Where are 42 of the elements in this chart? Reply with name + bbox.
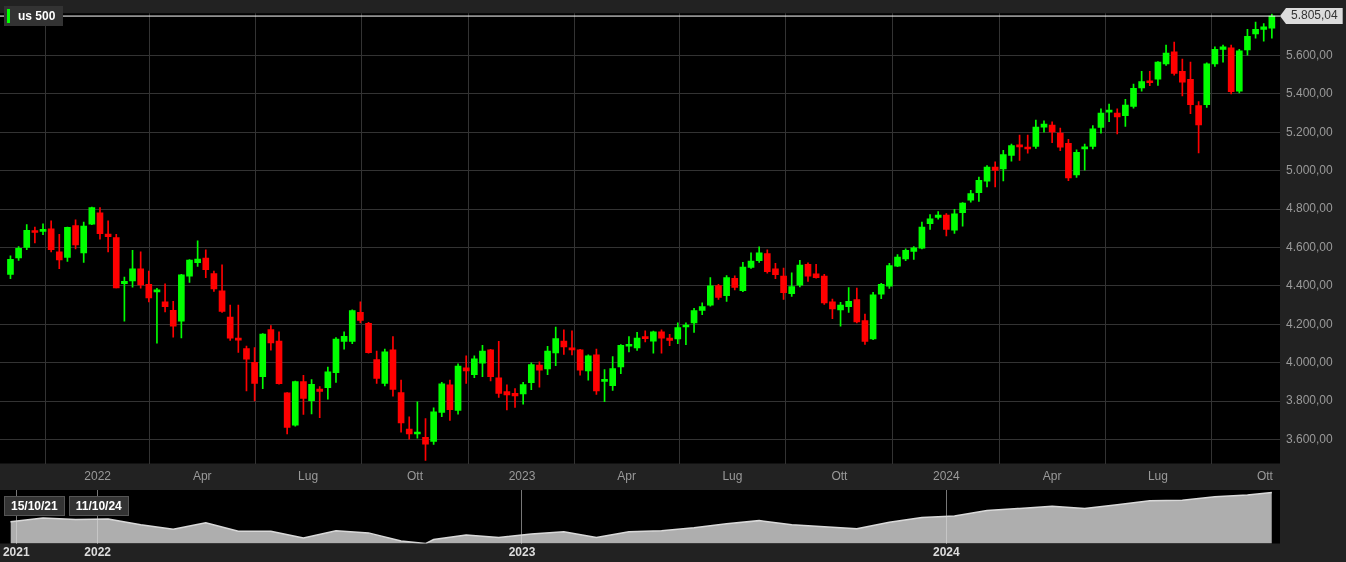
candlestick — [991, 161, 999, 188]
x-tick-label: 2022 — [84, 545, 112, 560]
x-tick-label: Apr — [192, 469, 212, 484]
y-tick-label: 4.200,00 — [1286, 316, 1334, 331]
x-tick-label: 2023 — [508, 545, 536, 560]
x-tick-label: Ott — [1256, 469, 1274, 484]
y-tick-label: 5.200,00 — [1286, 124, 1334, 139]
x-tick-label: Apr — [1042, 469, 1062, 484]
y-tick-label: 3.600,00 — [1286, 431, 1334, 446]
x-tick-label: Ott — [831, 469, 849, 484]
candlestick — [39, 223, 47, 235]
candlestick — [1219, 44, 1227, 63]
y-tick-label: 4.400,00 — [1286, 278, 1334, 293]
candlestick — [503, 384, 511, 411]
y-tick-label: 5.400,00 — [1286, 86, 1334, 101]
candlestick — [1113, 108, 1121, 135]
x-tick-label: Ott — [407, 469, 424, 484]
x-tick-label: 2023 — [508, 469, 536, 484]
candlestick — [316, 386, 324, 419]
y-tick-label: 3.800,00 — [1286, 393, 1334, 408]
y-tick-label: 5.000,00 — [1286, 163, 1334, 178]
x-tick-label: 2021 — [2, 545, 30, 560]
candlestick — [55, 233, 63, 269]
legend-label: us 500 — [18, 9, 56, 23]
y-tick-label: 5.600,00 — [1286, 47, 1334, 62]
ref-line-label: 5.805,04 — [1291, 8, 1339, 23]
annotation: 15/10/21 — [4, 496, 65, 516]
x-tick-label: Lug — [722, 469, 743, 484]
x-tick-label: Apr — [617, 469, 636, 484]
x-tick-label: Lug — [1147, 469, 1168, 484]
annotation: 11/10/24 — [68, 496, 129, 516]
x-tick-label: 2022 — [84, 469, 112, 484]
x-tick-label: 2024 — [932, 469, 961, 484]
y-tick-label: 4.000,00 — [1286, 355, 1334, 370]
y-tick-label: 4.600,00 — [1286, 239, 1334, 254]
candlestick — [625, 336, 633, 353]
y-tick-label: 4.800,00 — [1286, 201, 1334, 216]
x-tick-label: 2024 — [932, 545, 961, 560]
candlestick — [31, 226, 39, 244]
candlestick — [1146, 70, 1154, 86]
x-tick-label: Lug — [298, 469, 319, 484]
candlestick — [405, 416, 413, 440]
